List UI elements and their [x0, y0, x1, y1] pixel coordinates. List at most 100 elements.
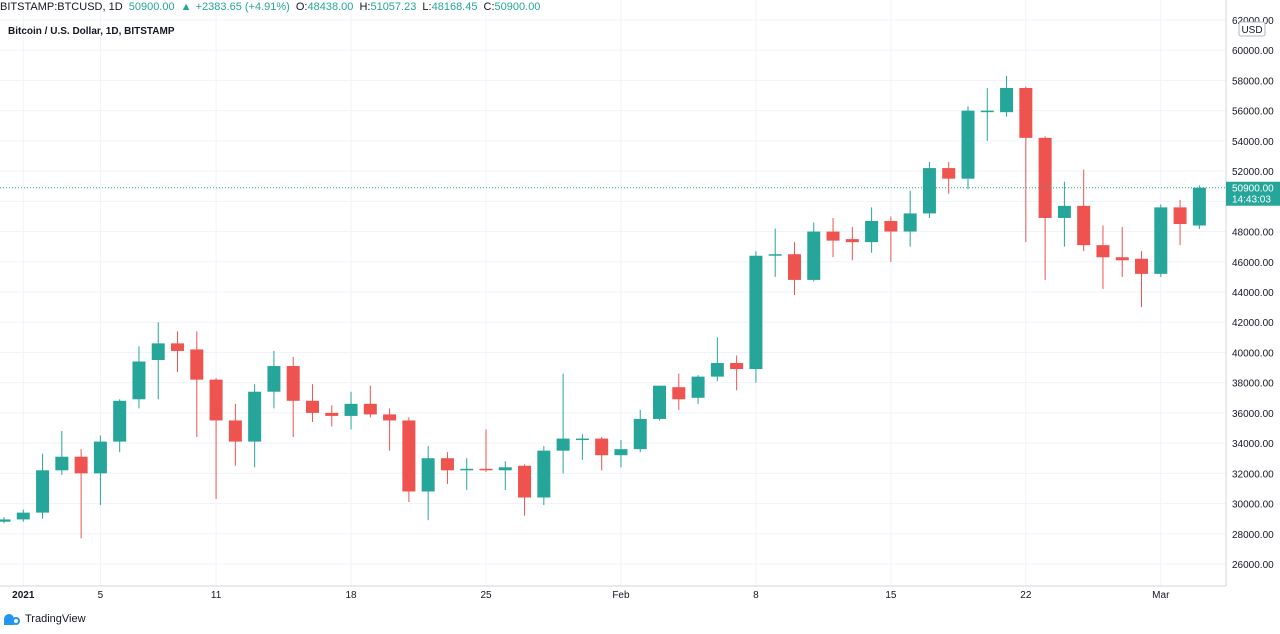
candle-body [113, 400, 127, 442]
candle [1192, 185, 1206, 230]
x-tick-label: 22 [1020, 590, 1032, 601]
y-tick-label: 34000.00 [1232, 439, 1274, 450]
x-tick-label: Mar [1152, 590, 1170, 601]
candle-body [1096, 245, 1110, 258]
candle [633, 409, 647, 453]
candle-body [93, 441, 107, 474]
candle [614, 440, 628, 468]
candle [768, 228, 782, 277]
high-value: 51057.23 [370, 1, 417, 13]
candle-body [614, 449, 628, 456]
candle [498, 461, 512, 490]
candle-body [1057, 205, 1071, 218]
candle-body [498, 467, 512, 471]
x-tick-label: 18 [345, 590, 357, 601]
candle [132, 346, 146, 409]
candle [595, 437, 609, 471]
candle-body [1000, 88, 1014, 113]
candle-body [440, 458, 454, 471]
candle-body [190, 349, 204, 380]
candle-body [961, 110, 975, 179]
candle-body [55, 456, 69, 471]
candle [942, 162, 956, 194]
candle [325, 405, 339, 427]
candle [55, 431, 69, 475]
candle [922, 162, 936, 218]
candle [903, 190, 917, 247]
candle [344, 391, 358, 430]
candle [209, 378, 223, 500]
candle [228, 403, 242, 466]
candle-body [209, 379, 223, 421]
candle [845, 227, 859, 261]
candle-body [228, 420, 242, 442]
candle [1019, 86, 1033, 243]
candle-body [1077, 205, 1091, 246]
open-label: O: [295, 1, 308, 13]
candle-body [344, 403, 358, 416]
candle [479, 429, 493, 472]
symbol-header: BITSTAMP:BTCUSD, 1D 50900.00 ▲ +2383.65 … [0, 0, 1226, 16]
candle [556, 373, 570, 474]
candles-layer [0, 75, 1206, 539]
candle [710, 337, 724, 382]
candle-body [363, 403, 377, 415]
candle-body [1019, 88, 1033, 138]
candle [1000, 75, 1014, 117]
close-label: C: [483, 1, 495, 13]
candle-body [479, 468, 493, 471]
candle [383, 408, 397, 451]
candle-body [267, 366, 281, 392]
bar-countdown: 14:43:03 [1232, 195, 1271, 206]
tradingview-logo[interactable]: TradingView [3, 612, 86, 626]
y-tick-label: 26000.00 [1232, 560, 1274, 571]
candle [1173, 199, 1187, 246]
currency-badge: USD [1238, 21, 1266, 37]
y-tick-label: 56000.00 [1232, 107, 1274, 118]
x-tick-label: 5 [98, 590, 104, 601]
y-tick-label: 30000.00 [1232, 500, 1274, 511]
candle-body [749, 255, 763, 370]
candle-body [575, 438, 589, 441]
candle [171, 331, 185, 373]
candle-body [1154, 207, 1168, 274]
candle [1154, 204, 1168, 277]
candle-body [402, 420, 416, 492]
y-tick-label: 28000.00 [1232, 530, 1274, 541]
y-tick-label: 36000.00 [1232, 409, 1274, 420]
candle [74, 449, 88, 539]
low-label: L: [422, 1, 432, 13]
candle-body [845, 239, 859, 243]
x-axis-labels: 2021 5 11 18 25 Feb 8 15 22 Mar [12, 590, 1170, 601]
candle-body [807, 231, 821, 280]
candle [363, 385, 377, 418]
candle-body [1173, 207, 1187, 224]
candle [807, 222, 821, 282]
candle [826, 217, 840, 258]
candle-body [922, 168, 936, 214]
candle [402, 417, 416, 503]
candle-body [884, 220, 898, 232]
candle [267, 350, 281, 409]
candle [1135, 251, 1149, 308]
symbol-label[interactable]: BITSTAMP:BTCUSD, 1D [0, 1, 123, 13]
candle-body [710, 363, 724, 377]
low-value: 48168.45 [431, 1, 478, 13]
candle [691, 375, 705, 404]
candle-body [460, 468, 474, 471]
candle-body [248, 391, 262, 442]
candle-body [787, 254, 801, 280]
candle [537, 446, 551, 506]
x-tick-label: 11 [211, 590, 222, 601]
high-label: H: [359, 1, 371, 13]
close-value: 50900.00 [494, 1, 541, 13]
candle-body [691, 376, 705, 398]
candle [440, 452, 454, 484]
candle-body [672, 387, 686, 400]
candle-body [16, 512, 30, 520]
y-tick-label: 46000.00 [1232, 258, 1274, 269]
candle [286, 356, 300, 438]
candle [730, 355, 744, 391]
candle-body [151, 343, 165, 360]
